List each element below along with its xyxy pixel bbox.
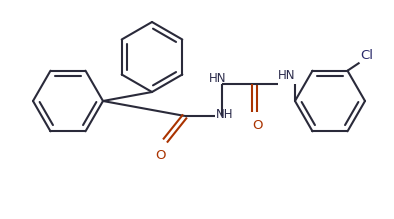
Text: Cl: Cl: [361, 49, 374, 62]
Text: HN: HN: [209, 72, 227, 85]
Text: O: O: [156, 149, 166, 162]
Text: O: O: [253, 119, 263, 132]
Text: HN: HN: [278, 69, 296, 82]
Text: NH: NH: [216, 108, 234, 122]
